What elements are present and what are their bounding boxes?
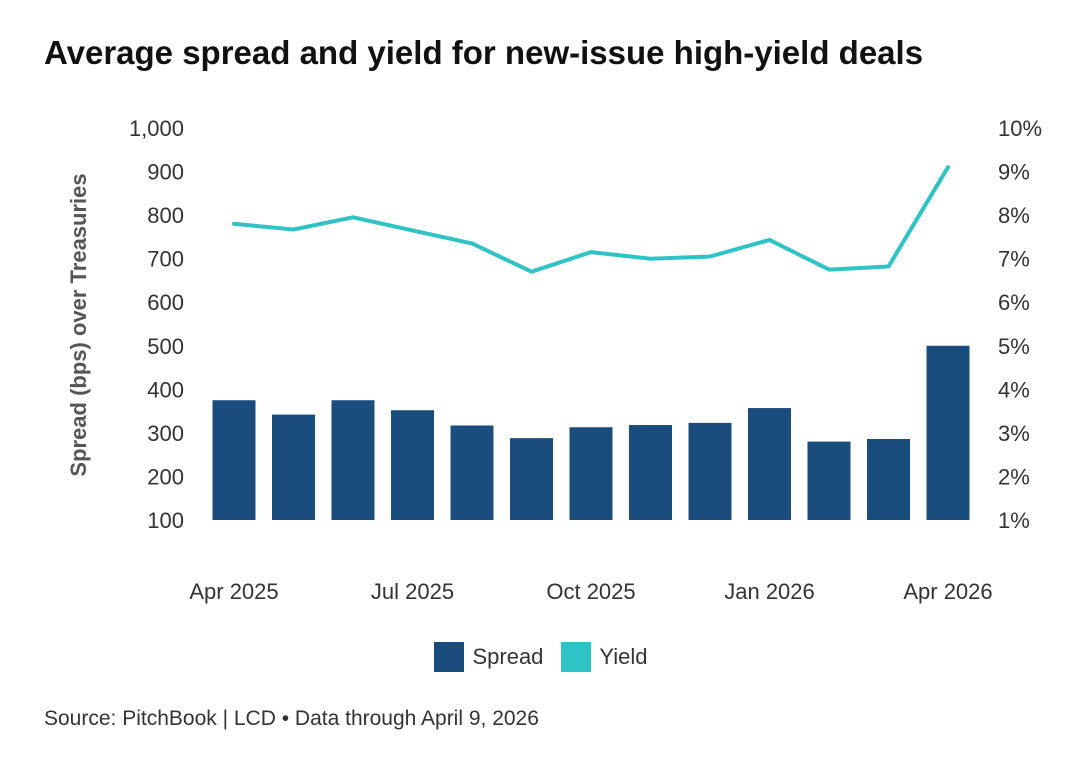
y-tick-right-label: 8% (998, 203, 1030, 228)
x-tick-label: Apr 2025 (189, 579, 278, 604)
x-tick-label: Oct 2025 (546, 579, 635, 604)
y-axis-right-ticks: 1% 2% 3% 4% 5% 6% 7% 8% 9% 10% (998, 116, 1042, 533)
yield-line-group (232, 165, 950, 274)
legend-item-spread: Spread (434, 642, 543, 672)
y-axis-left-ticks: 100 200 300 400 500 600 700 800 900 1,000 (129, 116, 184, 533)
spread-bar (867, 438, 910, 520)
source-note: Source: PitchBook | LCD • Data through A… (44, 707, 539, 730)
legend: Spread Yield (0, 642, 1082, 672)
spread-bar (510, 438, 553, 520)
y-tick-left-label: 300 (147, 421, 184, 446)
x-tick-label: Apr 2026 (903, 579, 992, 604)
y-tick-left-label: 1,000 (129, 116, 184, 141)
y-tick-right-label: 3% (998, 421, 1030, 446)
spread-bar (272, 414, 315, 520)
y-tick-right-label: 1% (998, 508, 1030, 533)
x-tick-label: Jan 2026 (724, 579, 815, 604)
y-tick-left-label: 700 (147, 247, 184, 272)
y-tick-left-label: 200 (147, 464, 184, 489)
spread-bar (807, 441, 851, 520)
legend-swatch-yield (561, 642, 592, 672)
y-axis-left-title: Spread (bps) over Treasuries (66, 173, 91, 476)
y-tick-left-label: 800 (147, 203, 184, 228)
y-tick-left-label: 400 (147, 377, 184, 402)
spread-bar (569, 427, 613, 520)
spread-bar (926, 345, 970, 520)
y-tick-left-label: 100 (147, 508, 184, 533)
spread-bar (212, 400, 256, 520)
spread-bar (450, 425, 494, 520)
y-tick-right-label: 7% (998, 247, 1030, 272)
y-tick-right-label: 2% (998, 464, 1030, 489)
chart-title: Average spread and yield for new-issue h… (44, 34, 924, 71)
y-tick-right-label: 5% (998, 334, 1030, 359)
spread-bar (748, 408, 791, 520)
x-tick-label: Jul 2025 (371, 579, 454, 604)
spread-bar (391, 410, 434, 520)
x-axis-ticks: Apr 2025 Jul 2025 Oct 2025 Jan 2026 Apr 2026 (189, 579, 992, 604)
y-tick-left-label: 600 (147, 290, 184, 315)
y-tick-right-label: 10% (998, 116, 1042, 141)
spread-bars (212, 345, 970, 520)
legend-label-spread: Spread (472, 644, 544, 669)
legend-swatch-spread (434, 642, 465, 672)
y-tick-left-label: 500 (147, 334, 184, 359)
legend-label-yield: Yield (599, 644, 648, 669)
y-tick-right-label: 6% (998, 290, 1030, 315)
y-tick-left-label: 900 (147, 160, 184, 185)
y-tick-right-label: 4% (998, 377, 1030, 402)
y-tick-right-label: 9% (998, 160, 1030, 185)
legend-item-yield: Yield (561, 642, 648, 672)
yield-line (232, 165, 950, 274)
spread-bar (629, 425, 672, 520)
spread-bar (688, 422, 732, 520)
spread-bar (331, 400, 375, 520)
